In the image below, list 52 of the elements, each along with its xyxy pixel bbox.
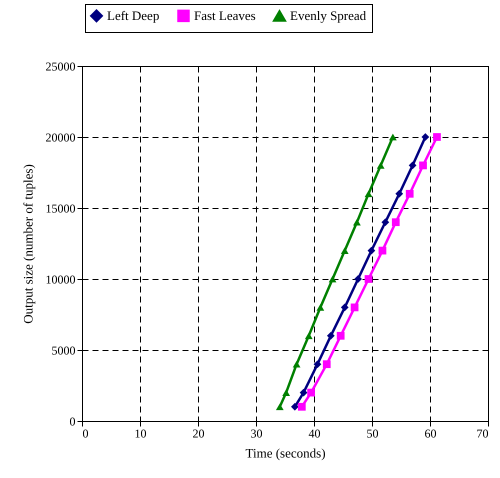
point <box>304 332 313 340</box>
point <box>376 162 385 169</box>
point <box>381 218 390 226</box>
x-tick-label: 30 <box>250 426 262 440</box>
point <box>326 332 335 340</box>
y-tick-label: 5000 <box>52 344 76 358</box>
point <box>364 190 372 198</box>
point <box>298 402 306 411</box>
point <box>364 275 372 283</box>
x-tick-label: 0 <box>82 426 88 440</box>
point <box>395 190 404 198</box>
point <box>276 403 284 410</box>
point <box>300 388 308 396</box>
y-axis-title: Output size (number of tuples) <box>20 164 36 324</box>
point <box>340 304 349 312</box>
point <box>292 360 300 368</box>
point <box>378 246 386 254</box>
x-tick-label: 70 <box>476 426 488 440</box>
point <box>322 360 331 368</box>
point <box>389 134 397 140</box>
point <box>353 218 361 226</box>
point <box>316 304 324 311</box>
point <box>307 388 315 396</box>
legend-label: Fast Leaves <box>194 8 256 23</box>
point <box>314 360 322 368</box>
point <box>408 162 416 170</box>
point <box>354 275 362 283</box>
y-tick-label: 10000 <box>46 272 76 286</box>
point <box>368 246 376 254</box>
x-tick-label: 10 <box>134 426 146 440</box>
x-tick-label: 50 <box>366 426 378 440</box>
point <box>336 332 345 340</box>
x-tick-label: 40 <box>308 426 320 440</box>
point <box>350 304 358 312</box>
x-tick-label: 60 <box>424 426 436 440</box>
point <box>406 190 414 198</box>
point <box>421 133 430 141</box>
point <box>433 133 441 141</box>
point <box>419 162 427 170</box>
legend-label: Evenly Spread <box>290 8 367 24</box>
point <box>290 402 299 411</box>
x-tick-label: 20 <box>192 426 204 440</box>
legend-label: Left Deep <box>107 8 160 23</box>
point <box>392 218 400 226</box>
y-tick-label: 25000 <box>46 60 76 74</box>
y-tick-label: 0 <box>70 414 76 428</box>
point <box>328 276 336 282</box>
point <box>282 389 290 396</box>
point <box>340 247 349 254</box>
x-axis-title: Time (seconds) <box>245 446 326 460</box>
y-tick-label: 15000 <box>46 202 76 216</box>
y-tick-label: 20000 <box>46 130 76 144</box>
